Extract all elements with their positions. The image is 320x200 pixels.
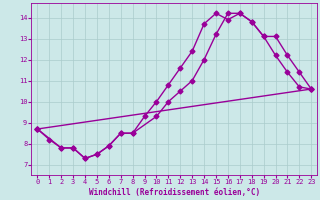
X-axis label: Windchill (Refroidissement éolien,°C): Windchill (Refroidissement éolien,°C) <box>89 188 260 197</box>
